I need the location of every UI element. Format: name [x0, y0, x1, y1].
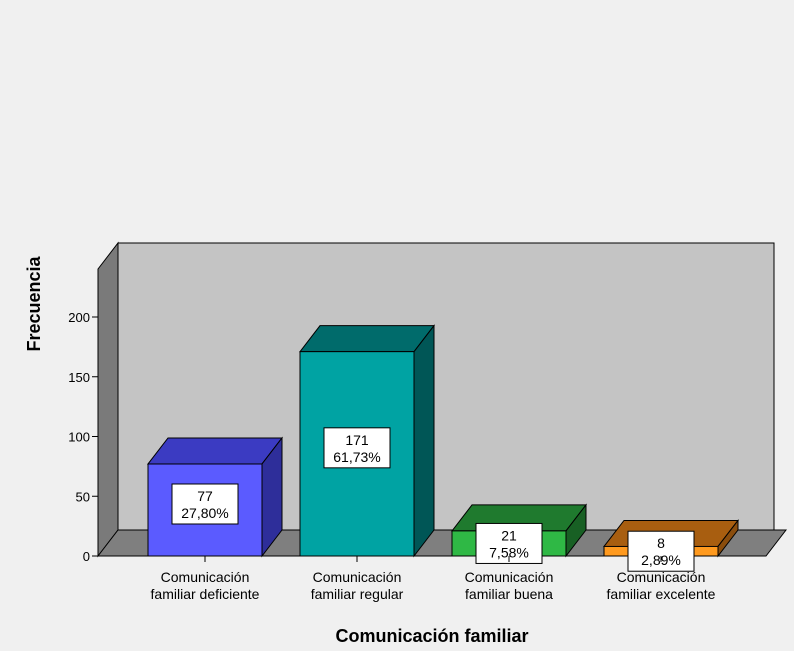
x-tick-label: Comunicación	[161, 569, 250, 585]
y-tick-label: 50	[76, 489, 90, 504]
data-label-box	[323, 427, 391, 469]
bar-side-face	[413, 324, 435, 558]
x-tick-label: familiar deficiente	[151, 586, 260, 602]
y-tick-label: 200	[68, 310, 90, 325]
data-label-percent: 27,80%	[181, 505, 228, 521]
data-label-percent: 7,58%	[489, 544, 529, 560]
x-tick-label: familiar excelente	[607, 586, 716, 602]
y-tick-label: 150	[68, 370, 90, 385]
bar-group: 217,58%	[450, 503, 588, 564]
plot-side-wall	[97, 241, 119, 558]
x-tick-label: familiar buena	[465, 586, 553, 602]
data-label-count: 21	[501, 527, 517, 543]
bar-top-face	[146, 437, 284, 465]
x-tick-label: Comunicación	[313, 569, 402, 585]
y-tick-label: 100	[68, 430, 90, 445]
data-label-percent: 61,73%	[333, 449, 380, 465]
bar-group: 82,89%	[602, 518, 740, 572]
data-label-box	[627, 530, 695, 572]
y-tick-label: 0	[83, 549, 90, 564]
y-axis-title: Frecuencia	[24, 255, 44, 351]
data-label-box	[171, 483, 239, 525]
y-axis: 0 50 100 150 200	[68, 269, 99, 564]
x-axis-title: Comunicación familiar	[335, 626, 528, 646]
data-label-count: 171	[345, 432, 369, 448]
x-tick-label: Comunicación	[617, 569, 706, 585]
x-tick-label: Comunicación	[465, 569, 554, 585]
data-label-count: 77	[197, 488, 213, 504]
x-tick-label: familiar regular	[311, 586, 404, 602]
data-label-count: 8	[657, 535, 665, 551]
bar-top-face	[298, 325, 436, 353]
